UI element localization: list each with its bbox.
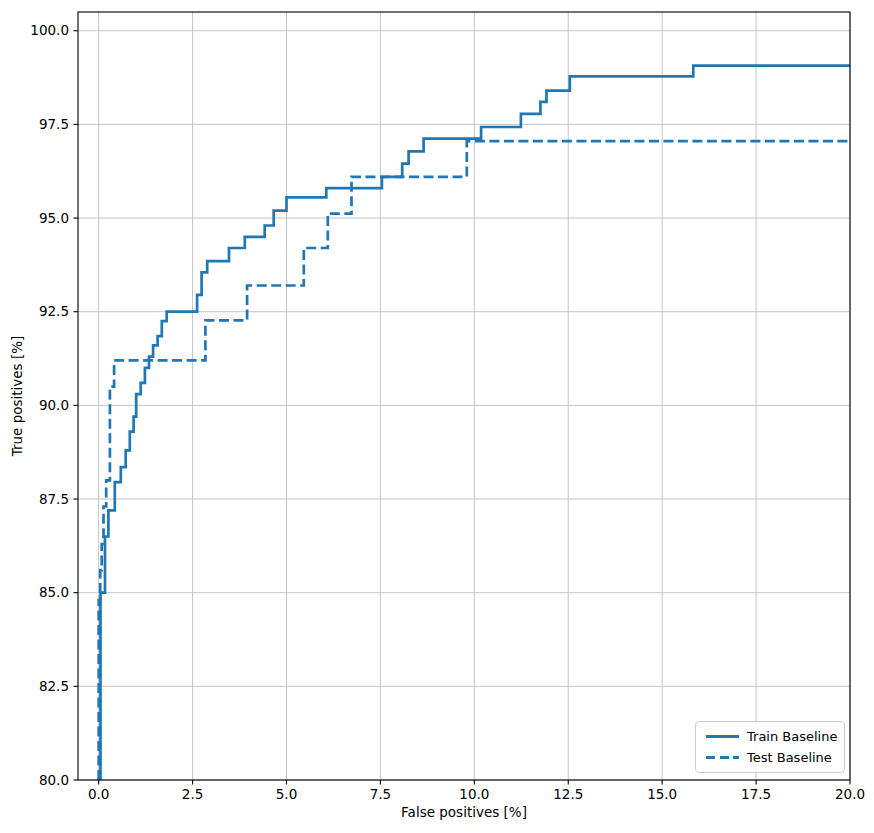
- x-tick-label: 5.0: [276, 786, 297, 802]
- plot-area: [78, 12, 850, 780]
- x-tick-label: 15.0: [647, 786, 677, 802]
- x-tick-label: 0.0: [88, 786, 109, 802]
- y-tick-label: 85.0: [39, 584, 69, 600]
- x-tick-label: 17.5: [741, 786, 771, 802]
- roc-plot-canvas: 0.0 2.5 5.0 7.5 10.0 12.5 15.0 17.5 20.0 80.0 82.5…: [0, 0, 874, 833]
- roc-figure: 0.0 2.5 5.0 7.5 10.0 12.5 15.0 17.5 20.0 80.0 82.5…: [0, 0, 874, 833]
- y-tick-label: 100.0: [30, 22, 69, 38]
- legend-label-train-baseline: Train Baseline: [747, 729, 837, 744]
- y-tick-label: 97.5: [39, 116, 69, 132]
- y-tick-label: 82.5: [39, 678, 69, 694]
- x-tick-label: 7.5: [370, 786, 391, 802]
- x-axis-title: False positives [%]: [401, 804, 527, 820]
- x-tick-label: 2.5: [182, 786, 203, 802]
- legend: Train Baseline Test Baseline: [695, 721, 845, 773]
- x-tick-label: 20.0: [835, 786, 865, 802]
- y-axis-title: True positives [%]: [9, 336, 25, 457]
- legend-label-test-baseline: Test Baseline: [747, 750, 832, 765]
- train-baseline-line-sample: [706, 735, 739, 738]
- y-tick-label: 92.5: [39, 303, 69, 319]
- x-tick-label: 12.5: [553, 786, 583, 802]
- legend-item-test-baseline: Test Baseline: [706, 750, 834, 765]
- y-tick-label: 95.0: [39, 210, 69, 226]
- legend-item-train-baseline: Train Baseline: [706, 729, 834, 744]
- y-tick-label: 87.5: [39, 491, 69, 507]
- test-baseline-line-sample: [706, 756, 739, 759]
- y-tick-label: 80.0: [39, 772, 69, 788]
- y-tick-label: 90.0: [39, 397, 69, 413]
- x-tick-label: 10.0: [459, 786, 489, 802]
